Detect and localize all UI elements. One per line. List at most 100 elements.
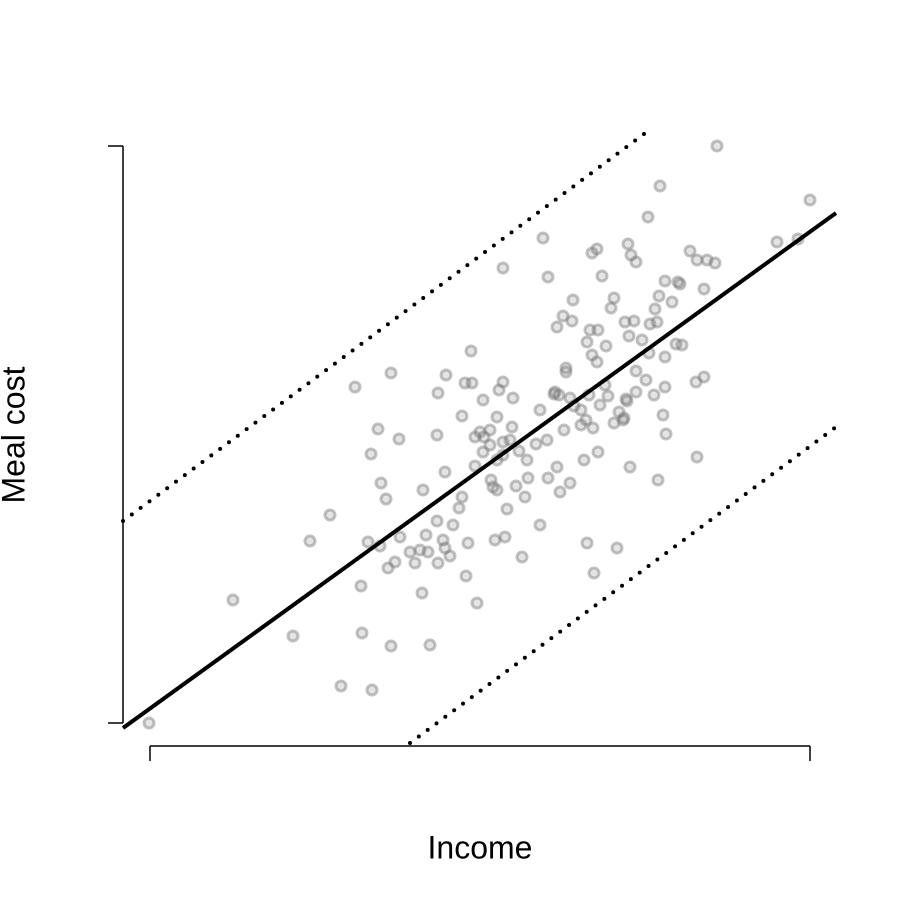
point bbox=[446, 518, 460, 532]
point bbox=[348, 380, 362, 394]
point bbox=[665, 295, 679, 309]
point bbox=[419, 528, 433, 542]
point bbox=[587, 566, 601, 580]
point bbox=[484, 473, 498, 487]
point bbox=[498, 530, 512, 544]
point bbox=[593, 398, 607, 412]
point bbox=[486, 480, 500, 494]
point bbox=[468, 459, 482, 473]
point bbox=[648, 302, 662, 316]
point bbox=[541, 471, 555, 485]
point bbox=[650, 315, 664, 329]
point bbox=[548, 385, 562, 399]
point bbox=[621, 237, 635, 251]
point bbox=[142, 716, 156, 730]
point bbox=[627, 314, 641, 328]
point bbox=[619, 392, 633, 406]
point bbox=[607, 291, 621, 305]
point bbox=[496, 375, 510, 389]
point bbox=[521, 471, 535, 485]
point bbox=[459, 569, 473, 583]
point bbox=[436, 533, 450, 547]
point bbox=[503, 433, 517, 447]
point bbox=[303, 534, 317, 548]
point bbox=[393, 530, 407, 544]
point bbox=[612, 405, 626, 419]
point bbox=[384, 366, 398, 380]
point bbox=[622, 329, 636, 343]
point bbox=[355, 626, 369, 640]
point bbox=[566, 293, 580, 307]
point bbox=[639, 373, 653, 387]
fit-line bbox=[121, 211, 838, 730]
point bbox=[803, 193, 817, 207]
point bbox=[430, 428, 444, 442]
point bbox=[415, 586, 429, 600]
point bbox=[565, 314, 579, 328]
point bbox=[559, 365, 573, 379]
point bbox=[689, 375, 703, 389]
point bbox=[629, 255, 643, 269]
point bbox=[323, 508, 337, 522]
point bbox=[364, 447, 378, 461]
point bbox=[653, 179, 667, 193]
point bbox=[403, 545, 417, 559]
point bbox=[643, 317, 657, 331]
point bbox=[585, 348, 599, 362]
point bbox=[574, 403, 588, 417]
point bbox=[550, 460, 564, 474]
point bbox=[461, 536, 475, 550]
point bbox=[226, 593, 240, 607]
point bbox=[384, 639, 398, 653]
point bbox=[557, 423, 571, 437]
point bbox=[647, 388, 661, 402]
point bbox=[496, 261, 510, 275]
point bbox=[590, 355, 604, 369]
point bbox=[506, 391, 520, 405]
point bbox=[439, 368, 453, 382]
point bbox=[683, 244, 697, 258]
point bbox=[580, 536, 594, 550]
point bbox=[599, 339, 613, 353]
point bbox=[455, 409, 469, 423]
point bbox=[547, 387, 561, 401]
point bbox=[505, 420, 519, 434]
point bbox=[659, 427, 673, 441]
prediction-band bbox=[408, 425, 838, 745]
point bbox=[371, 422, 385, 436]
point bbox=[496, 435, 510, 449]
point bbox=[577, 453, 591, 467]
point bbox=[458, 376, 472, 390]
point bbox=[490, 483, 504, 497]
point bbox=[610, 541, 624, 555]
point bbox=[624, 248, 638, 262]
point bbox=[465, 376, 479, 390]
point bbox=[669, 337, 683, 351]
point bbox=[700, 253, 714, 267]
point bbox=[392, 432, 406, 446]
point bbox=[616, 413, 630, 427]
point bbox=[552, 388, 566, 402]
point bbox=[492, 383, 506, 397]
point bbox=[438, 541, 452, 555]
point bbox=[556, 309, 570, 323]
point bbox=[635, 333, 649, 347]
point bbox=[416, 483, 430, 497]
point bbox=[585, 246, 599, 260]
point bbox=[512, 444, 526, 458]
point bbox=[365, 683, 379, 697]
point bbox=[673, 277, 687, 291]
point bbox=[423, 638, 437, 652]
point bbox=[591, 323, 605, 337]
point bbox=[553, 485, 567, 499]
point bbox=[586, 421, 600, 435]
point bbox=[629, 385, 643, 399]
point bbox=[623, 460, 637, 474]
point bbox=[452, 501, 466, 515]
point bbox=[671, 275, 685, 289]
point bbox=[483, 423, 497, 437]
point bbox=[583, 323, 597, 337]
point bbox=[413, 543, 427, 557]
point bbox=[607, 416, 621, 430]
point bbox=[509, 479, 523, 493]
